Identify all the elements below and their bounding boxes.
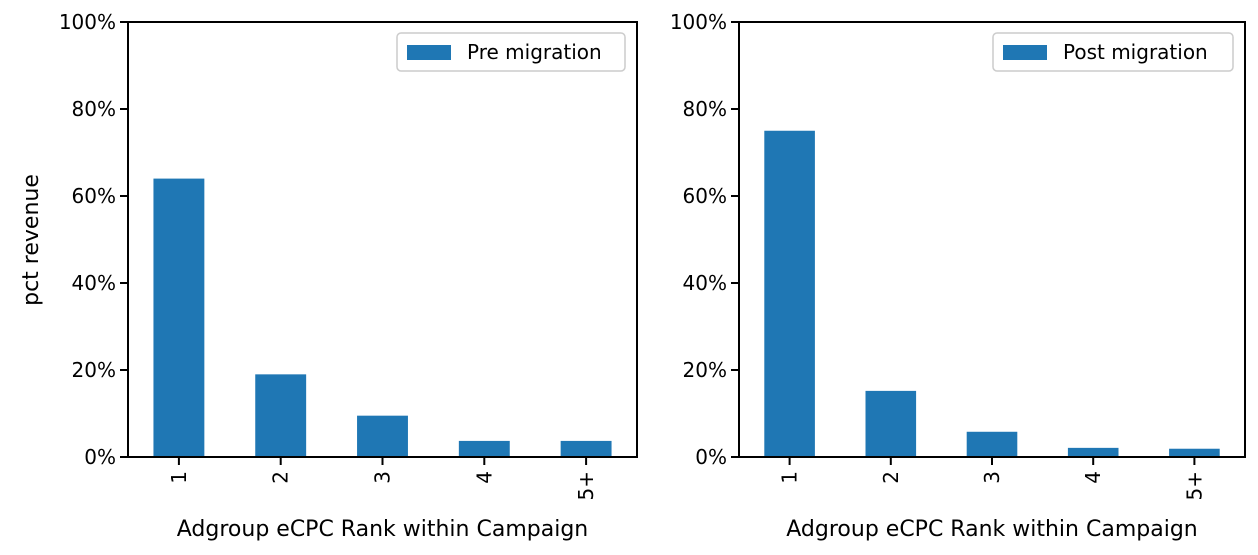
bar-2 bbox=[865, 390, 917, 457]
chart-panel-pre: 0% 20% 40% 60% 80% 100% 1 2 3 4 5+ pct revenue Ad… bbox=[19, 10, 638, 542]
y-axis-title: pct revenue bbox=[19, 174, 44, 306]
bar-group-post bbox=[764, 130, 1220, 457]
legend-pre: Pre migration bbox=[396, 32, 626, 72]
x-tick-label: 3 bbox=[371, 471, 395, 484]
legend-swatch-post bbox=[1003, 45, 1047, 60]
x-axis-title-pre: Adgroup eCPC Rank within Campaign bbox=[177, 517, 588, 542]
bar-1 bbox=[764, 130, 815, 457]
x-ticks-post: 1 2 3 4 5+ bbox=[778, 457, 1206, 500]
y-tick-label: 40% bbox=[683, 271, 727, 295]
bar-5+ bbox=[560, 440, 612, 457]
x-ticks-pre: 1 2 3 4 5+ bbox=[167, 457, 598, 500]
x-tick-label: 1 bbox=[778, 471, 802, 484]
y-tick-label: 20% bbox=[72, 358, 116, 382]
x-tick-label: 2 bbox=[269, 471, 293, 484]
bar-4 bbox=[1067, 447, 1119, 457]
y-tick-label: 80% bbox=[72, 97, 116, 121]
legend-box-pre bbox=[396, 32, 626, 72]
legend-post: Post migration bbox=[992, 32, 1234, 72]
bar-4 bbox=[458, 440, 510, 457]
x-tick-label: 2 bbox=[879, 471, 903, 484]
bar-3 bbox=[966, 431, 1018, 457]
y-tick-label: 100% bbox=[59, 10, 116, 34]
plot-frame-pre bbox=[127, 21, 638, 458]
y-ticks-pre: 0% 20% 40% 60% 80% 100% bbox=[59, 10, 128, 469]
bar-group-pre bbox=[153, 178, 612, 457]
bar-1 bbox=[153, 178, 205, 457]
legend-label-post: Post migration bbox=[1063, 40, 1208, 64]
bar-5+ bbox=[1169, 448, 1220, 457]
y-tick-label: 0% bbox=[84, 445, 116, 469]
y-tick-label: 40% bbox=[72, 271, 116, 295]
x-tick-label: 3 bbox=[980, 471, 1004, 484]
x-tick-label: 5+ bbox=[574, 471, 598, 500]
y-tick-label: 60% bbox=[683, 184, 727, 208]
legend-label-pre: Pre migration bbox=[467, 40, 602, 64]
x-tick-label: 1 bbox=[167, 471, 191, 484]
y-tick-label: 60% bbox=[72, 184, 116, 208]
y-tick-label: 100% bbox=[670, 10, 727, 34]
y-tick-label: 0% bbox=[695, 445, 727, 469]
y-tick-label: 20% bbox=[683, 358, 727, 382]
bar-3 bbox=[357, 415, 408, 457]
x-tick-label: 4 bbox=[1081, 471, 1105, 484]
chart-panel-post: 0% 20% 40% 60% 80% 100% 1 2 3 4 5+ Adgroup eCPC R… bbox=[670, 10, 1246, 542]
legend-swatch-pre bbox=[407, 45, 451, 60]
x-axis-title-post: Adgroup eCPC Rank within Campaign bbox=[786, 517, 1197, 542]
x-tick-label: 5+ bbox=[1182, 471, 1206, 500]
plot-frame-post bbox=[738, 21, 1246, 458]
legend-box-post bbox=[992, 32, 1234, 72]
y-tick-label: 80% bbox=[683, 97, 727, 121]
x-tick-label: 4 bbox=[472, 471, 496, 484]
y-ticks-post: 0% 20% 40% 60% 80% 100% bbox=[670, 10, 739, 469]
bar-2 bbox=[255, 374, 307, 457]
